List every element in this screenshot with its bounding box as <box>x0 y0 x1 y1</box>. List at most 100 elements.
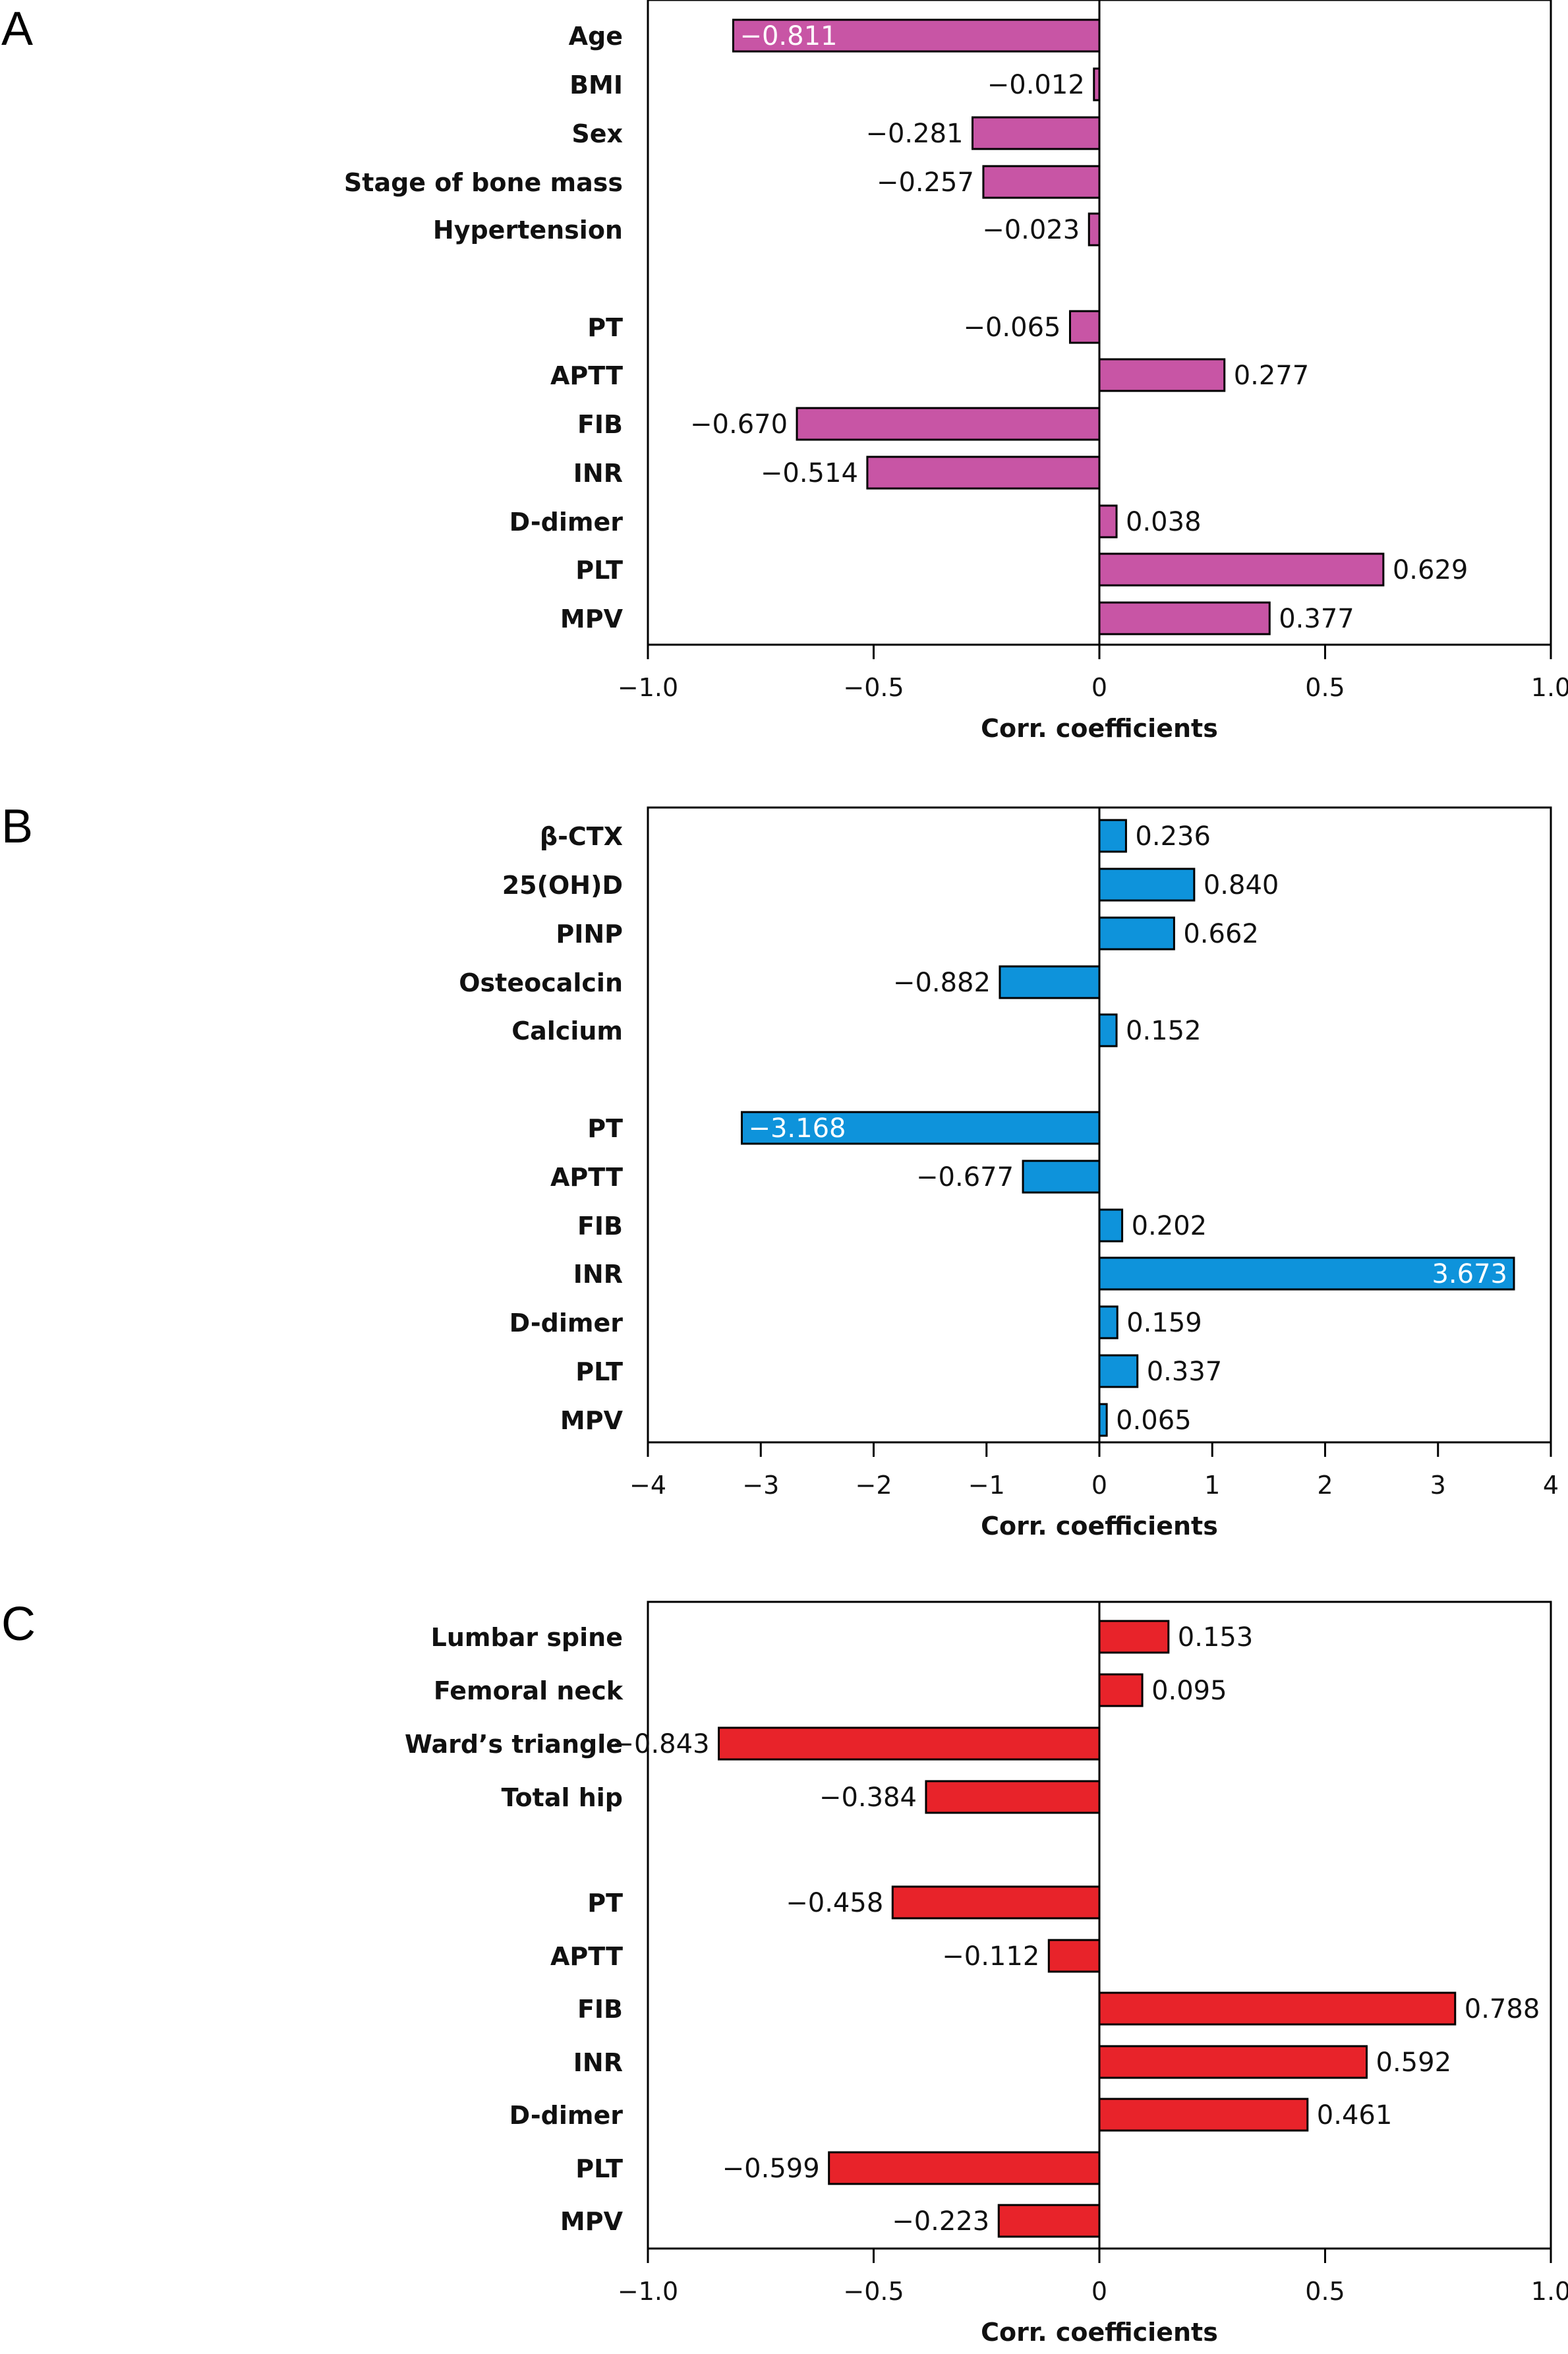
value-label-a-d-dimer: 0.038 <box>1126 507 1202 537</box>
x-tick-label-b-5: 1 <box>1204 1471 1220 1500</box>
category-label-a-sex: Sex <box>571 119 623 148</box>
value-label-a-stage-of-bone-mass: −0.257 <box>877 167 974 198</box>
x-tick-label-b-4: 0 <box>1091 1471 1107 1500</box>
value-label-c-lumbar-spine: 0.153 <box>1178 1622 1254 1653</box>
bar-a-hypertension <box>1088 212 1101 247</box>
bar-a-inr <box>866 456 1101 490</box>
panel-letter-c: C <box>1 1598 36 1651</box>
value-label-c-d-dimer: 0.461 <box>1317 2100 1393 2131</box>
x-tick-label-a-4: 1.0 <box>1531 673 1568 702</box>
category-label-a-d-dimer: D-dimer <box>509 508 624 537</box>
value-label-a-sex: −0.281 <box>865 119 963 149</box>
bar-b-d-dimer <box>1098 1305 1118 1339</box>
category-label-c-ward-s-triangle: Ward’s triangle <box>405 1730 623 1759</box>
category-label-b-pt: PT <box>587 1114 623 1143</box>
bar-c-total-hip <box>925 1780 1101 1814</box>
value-label-b-pinp: 0.662 <box>1183 919 1259 949</box>
category-label-c-total-hip: Total hip <box>502 1783 623 1812</box>
value-label-c-femoral-neck: 0.095 <box>1151 1676 1227 1706</box>
bar-a-stage-of-bone-mass <box>982 165 1101 199</box>
bar-a-pt <box>1068 310 1101 344</box>
bar-a-fib <box>796 407 1101 441</box>
bar-a-sex <box>972 116 1101 150</box>
category-label-a-pt: PT <box>587 313 623 342</box>
category-label-c-inr: INR <box>573 2048 623 2077</box>
category-label-a-aptt: APTT <box>550 361 623 390</box>
value-label-a-fib: −0.670 <box>690 409 788 440</box>
bar-c-lumbar-spine <box>1098 1620 1170 1654</box>
x-tick-label-a-1: −0.5 <box>843 673 904 702</box>
value-label-b-d-dimer: 0.159 <box>1126 1308 1202 1338</box>
value-label-c-fib: 0.788 <box>1465 1994 1540 2024</box>
bar-b-aptt <box>1022 1160 1101 1194</box>
value-label-c-total-hip: −0.384 <box>819 1782 917 1813</box>
value-label-c-pt: −0.458 <box>786 1888 883 1918</box>
category-label-c-femoral-neck: Femoral neck <box>434 1676 624 1705</box>
x-tick-label-c-0: −1.0 <box>618 2277 678 2306</box>
category-label-c-d-dimer: D-dimer <box>509 2101 624 2130</box>
category-label-b-plt: PLT <box>575 1357 623 1386</box>
bar-b-25-oh-d <box>1098 868 1196 902</box>
bar-c-pt <box>891 1885 1101 1920</box>
category-label-a-hypertension: Hypertension <box>433 216 623 245</box>
value-label-a-hypertension: −0.023 <box>982 215 1080 245</box>
value-label-b-inr: 3.673 <box>1432 1259 1507 1289</box>
bar-c-ward-s-triangle <box>718 1726 1101 1761</box>
x-axis-title-b: Corr. coefficients <box>981 1512 1218 1541</box>
category-label-b-osteocalcin: Osteocalcin <box>459 968 623 997</box>
x-tick-label-b-3: −1 <box>968 1471 1005 1500</box>
value-label-b-calcium: 0.152 <box>1126 1016 1202 1046</box>
panel-letter-b: B <box>1 800 33 853</box>
bar-c-plt <box>828 2151 1101 2185</box>
x-tick-label-b-2: −2 <box>855 1471 892 1500</box>
value-label-a-age: −0.811 <box>740 21 837 51</box>
bar-a-plt <box>1098 552 1385 587</box>
bar-a-aptt <box>1098 358 1226 392</box>
category-label-c-mpv: MPV <box>560 2207 624 2236</box>
value-label-c-mpv: −0.223 <box>892 2206 989 2237</box>
bar-a-mpv <box>1098 601 1271 635</box>
bar-b-calcium <box>1098 1013 1118 1047</box>
category-label-b-mpv: MPV <box>560 1406 624 1435</box>
value-label-a-pt: −0.065 <box>963 312 1060 343</box>
value-label-c-inr: 0.592 <box>1376 2047 1452 2078</box>
category-label-b-calcium: Calcium <box>511 1016 623 1045</box>
bar-c-mpv <box>997 2204 1101 2238</box>
value-label-b-pt: −3.168 <box>748 1113 846 1144</box>
category-label-a-age: Age <box>569 22 623 51</box>
value-label-c-aptt: −0.112 <box>942 1941 1039 1972</box>
bar-c-inr <box>1098 2045 1368 2079</box>
category-label-c-fib: FIB <box>577 1995 623 2024</box>
bar-b-plt <box>1098 1354 1139 1388</box>
category-label-a-inr: INR <box>573 459 623 488</box>
bar-c-fib <box>1098 1991 1457 2026</box>
category-label-b-inr: INR <box>573 1260 623 1289</box>
value-label-b-plt: 0.337 <box>1147 1357 1223 1387</box>
category-label-c-pt: PT <box>587 1889 623 1918</box>
panel-b: B β-CTX 0.236 25(OH)D 0.840 PINP 0.662 Osteoca… <box>1 800 1559 1541</box>
x-axis-title-c: Corr. coefficients <box>981 2318 1218 2347</box>
value-label-c-ward-s-triangle: −0.843 <box>612 1729 710 1759</box>
bar-b-pt <box>740 1111 1101 1145</box>
category-label-b-pinp: PINP <box>556 920 623 949</box>
value-label-c-plt: −0.599 <box>722 2154 820 2184</box>
category-label-b-25-oh-d: 25(OH)D <box>502 871 623 900</box>
category-label-c-plt: PLT <box>575 2154 623 2183</box>
value-label-a-mpv: 0.377 <box>1279 604 1354 634</box>
x-tick-label-b-6: 2 <box>1317 1471 1333 1500</box>
panel-a: A Age −0.811 BMI −0.012 Sex −0.281 Stage of bo… <box>1 0 1568 743</box>
x-tick-label-c-2: 0 <box>1091 2277 1107 2306</box>
value-label-b-25-oh-d: 0.840 <box>1204 870 1279 900</box>
category-label-b-d-dimer: D-dimer <box>509 1309 624 1338</box>
x-tick-label-a-0: −1.0 <box>618 673 678 702</box>
x-tick-label-c-1: −0.5 <box>843 2277 904 2306</box>
value-label-b-osteocalcin: −0.882 <box>893 968 991 998</box>
value-label-a-plt: 0.629 <box>1393 555 1468 585</box>
category-label-c-aptt: APTT <box>550 1942 623 1971</box>
bar-b-osteocalcin <box>999 965 1101 999</box>
value-label-b-ctx: 0.236 <box>1135 821 1211 852</box>
x-tick-label-b-0: −4 <box>629 1471 666 1500</box>
value-label-a-bmi: −0.012 <box>987 70 1085 100</box>
category-label-a-fib: FIB <box>577 410 623 439</box>
value-label-b-fib: 0.202 <box>1132 1211 1207 1241</box>
